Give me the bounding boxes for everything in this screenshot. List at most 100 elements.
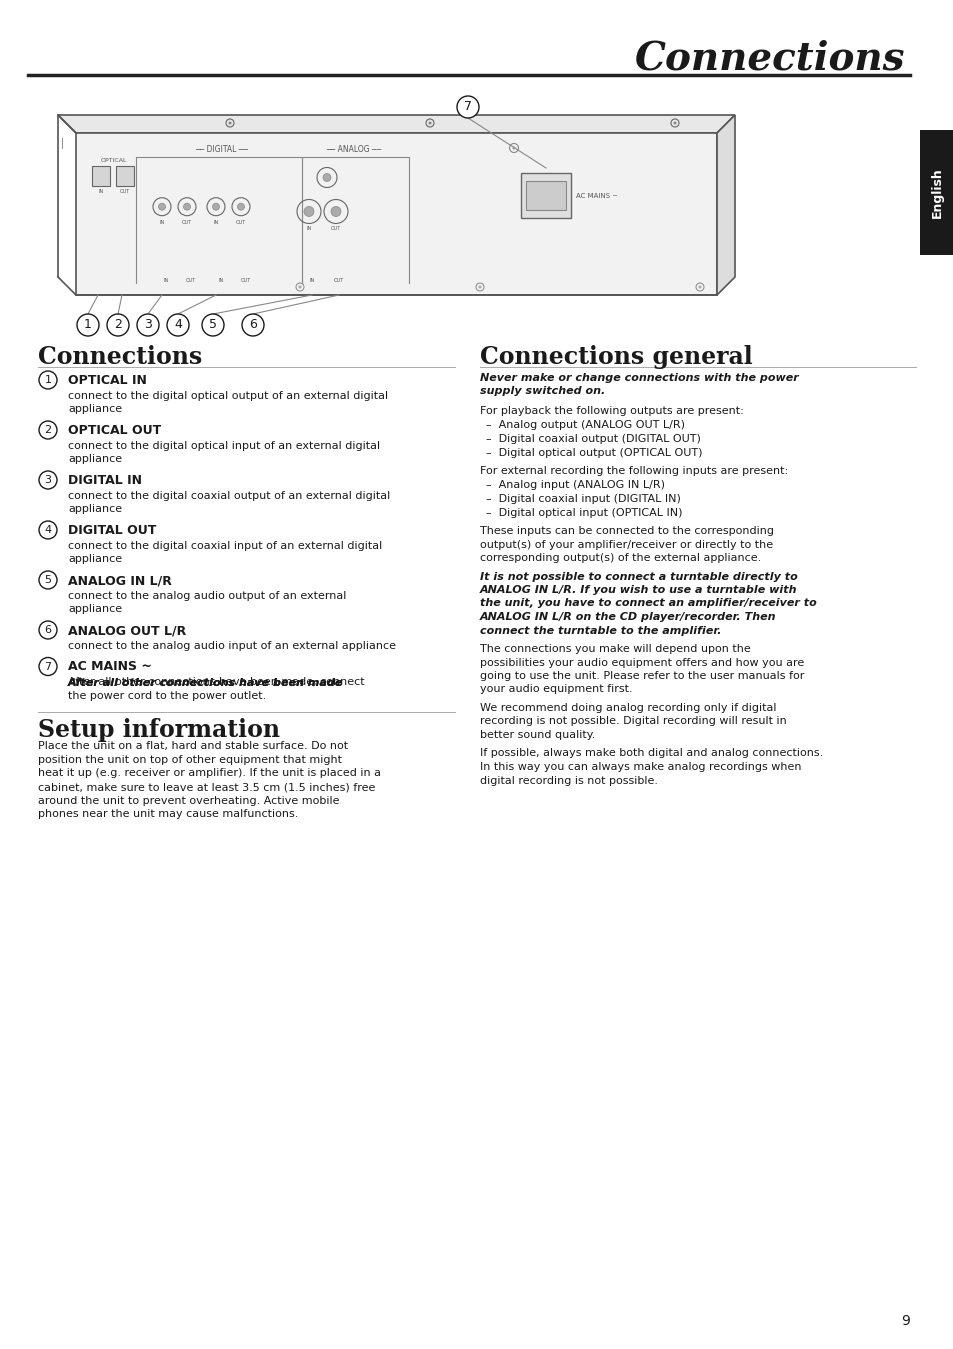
Text: your audio equipment first.: your audio equipment first. xyxy=(479,684,632,695)
Text: 6: 6 xyxy=(45,625,51,635)
Text: supply switched on.: supply switched on. xyxy=(479,387,604,397)
Text: IN: IN xyxy=(306,227,312,232)
Text: –  Analog input (ANALOG IN L/R): – Analog input (ANALOG IN L/R) xyxy=(485,480,664,491)
Text: –  Digital optical input (OPTICAL IN): – Digital optical input (OPTICAL IN) xyxy=(485,507,681,518)
Text: 4: 4 xyxy=(173,318,182,332)
Text: It is not possible to connect a turntable directly to: It is not possible to connect a turntabl… xyxy=(479,572,797,581)
Circle shape xyxy=(456,96,478,117)
Text: After all other connections have been made: After all other connections have been ma… xyxy=(68,677,343,688)
Text: IN: IN xyxy=(213,220,218,225)
Text: appliance: appliance xyxy=(68,604,122,615)
Circle shape xyxy=(242,314,264,336)
Text: 7: 7 xyxy=(463,100,472,113)
Circle shape xyxy=(323,174,331,182)
Bar xyxy=(520,173,571,219)
Text: the unit, you have to connect an amplifier/receiver to: the unit, you have to connect an amplifi… xyxy=(479,599,816,608)
Text: AC MAINS ~: AC MAINS ~ xyxy=(576,193,618,198)
Text: corresponding output(s) of the external appliance.: corresponding output(s) of the external … xyxy=(479,553,760,563)
Circle shape xyxy=(298,286,301,289)
Circle shape xyxy=(39,521,57,540)
Text: OUT: OUT xyxy=(120,189,130,194)
Circle shape xyxy=(158,204,165,210)
Circle shape xyxy=(39,471,57,488)
Bar xyxy=(525,181,565,210)
Text: 3: 3 xyxy=(144,318,152,332)
Text: OUT: OUT xyxy=(240,278,251,283)
Circle shape xyxy=(229,121,232,124)
Polygon shape xyxy=(58,115,734,134)
Text: connect the turntable to the amplifier.: connect the turntable to the amplifier. xyxy=(479,626,720,635)
Text: DIGITAL IN: DIGITAL IN xyxy=(68,473,142,487)
Circle shape xyxy=(137,314,159,336)
Text: connect to the analog audio output of an external: connect to the analog audio output of an… xyxy=(68,591,346,602)
Text: digital recording is not possible.: digital recording is not possible. xyxy=(479,776,658,785)
Text: Never make or change connections with the power: Never make or change connections with th… xyxy=(479,374,798,383)
Text: around the unit to prevent overheating. Active mobile: around the unit to prevent overheating. … xyxy=(38,796,339,805)
Text: better sound quality.: better sound quality. xyxy=(479,730,595,741)
Text: AC MAINS ~: AC MAINS ~ xyxy=(68,661,152,673)
Bar xyxy=(91,166,110,186)
Circle shape xyxy=(304,206,314,216)
Circle shape xyxy=(202,314,224,336)
Text: Connections general: Connections general xyxy=(479,345,752,370)
Text: OUT: OUT xyxy=(334,278,344,283)
Circle shape xyxy=(331,206,340,216)
Text: ── ANALOG ──: ── ANALOG ── xyxy=(326,144,381,154)
Text: output(s) of your amplifier/receiver or directly to the: output(s) of your amplifier/receiver or … xyxy=(479,540,772,549)
Text: ANALOG IN L/R: ANALOG IN L/R xyxy=(68,575,172,587)
Circle shape xyxy=(39,421,57,438)
Text: –  Digital coaxial input (DIGITAL IN): – Digital coaxial input (DIGITAL IN) xyxy=(485,494,680,505)
Text: ANALOG OUT L/R: ANALOG OUT L/R xyxy=(68,625,186,637)
Text: IN: IN xyxy=(163,278,169,283)
Circle shape xyxy=(77,314,99,336)
Text: phones near the unit may cause malfunctions.: phones near the unit may cause malfuncti… xyxy=(38,809,298,819)
Text: ── DIGITAL ──: ── DIGITAL ── xyxy=(194,144,248,154)
Text: connect to the analog audio input of an external appliance: connect to the analog audio input of an … xyxy=(68,641,395,652)
Text: We recommend doing analog recording only if digital: We recommend doing analog recording only… xyxy=(479,703,776,714)
Text: IN: IN xyxy=(309,278,314,283)
Text: heat it up (e.g. receiver or amplifier). If the unit is placed in a: heat it up (e.g. receiver or amplifier).… xyxy=(38,769,380,778)
Circle shape xyxy=(237,204,244,210)
Text: For external recording the following inputs are present:: For external recording the following inp… xyxy=(479,465,787,476)
Circle shape xyxy=(39,371,57,389)
Text: appliance: appliance xyxy=(68,554,122,564)
Circle shape xyxy=(39,571,57,590)
Text: connect to the digital coaxial input of an external digital: connect to the digital coaxial input of … xyxy=(68,541,382,550)
Text: OUT: OUT xyxy=(235,220,246,225)
Text: 9: 9 xyxy=(901,1314,909,1327)
Text: OPTICAL OUT: OPTICAL OUT xyxy=(68,424,161,437)
Text: connect to the digital optical output of an external digital: connect to the digital optical output of… xyxy=(68,391,388,401)
Text: OPTICAL IN: OPTICAL IN xyxy=(68,374,147,387)
Text: position the unit on top of other equipment that might: position the unit on top of other equipm… xyxy=(38,755,341,765)
Text: After all other connections have been made, connect: After all other connections have been ma… xyxy=(68,677,364,688)
Circle shape xyxy=(107,314,129,336)
Circle shape xyxy=(167,314,189,336)
Text: ANALOG IN L/R. If you wish to use a turntable with: ANALOG IN L/R. If you wish to use a turn… xyxy=(479,585,797,595)
Text: These inputs can be connected to the corresponding: These inputs can be connected to the cor… xyxy=(479,526,773,536)
Text: In this way you can always make analog recordings when: In this way you can always make analog r… xyxy=(479,762,801,772)
Text: appliance: appliance xyxy=(68,505,122,514)
Circle shape xyxy=(673,121,676,124)
Text: possibilities your audio equipment offers and how you are: possibilities your audio equipment offer… xyxy=(479,657,803,668)
Text: ANALOG IN L/R on the CD player/recorder. Then: ANALOG IN L/R on the CD player/recorder.… xyxy=(479,612,776,622)
Circle shape xyxy=(698,286,700,289)
Bar xyxy=(116,166,133,186)
Text: recording is not possible. Digital recording will result in: recording is not possible. Digital recor… xyxy=(479,716,786,727)
Text: the power cord to the power outlet.: the power cord to the power outlet. xyxy=(68,691,266,701)
Text: If possible, always make both digital and analog connections.: If possible, always make both digital an… xyxy=(479,749,822,758)
Circle shape xyxy=(478,286,481,289)
Text: –  Analog output (ANALOG OUT L/R): – Analog output (ANALOG OUT L/R) xyxy=(485,421,684,430)
Text: appliance: appliance xyxy=(68,405,122,414)
Circle shape xyxy=(512,147,515,150)
Text: 3: 3 xyxy=(45,475,51,486)
Text: Place the unit on a flat, hard and stable surface. Do not: Place the unit on a flat, hard and stabl… xyxy=(38,742,348,751)
Text: going to use the unit. Please refer to the user manuals for: going to use the unit. Please refer to t… xyxy=(479,670,803,681)
Text: 7: 7 xyxy=(45,661,51,672)
Text: 5: 5 xyxy=(209,318,216,332)
Circle shape xyxy=(428,121,431,124)
Text: English: English xyxy=(929,167,943,219)
Text: IN: IN xyxy=(98,189,104,194)
Text: OUT: OUT xyxy=(331,227,341,232)
Polygon shape xyxy=(717,115,734,295)
Text: IN: IN xyxy=(218,278,223,283)
